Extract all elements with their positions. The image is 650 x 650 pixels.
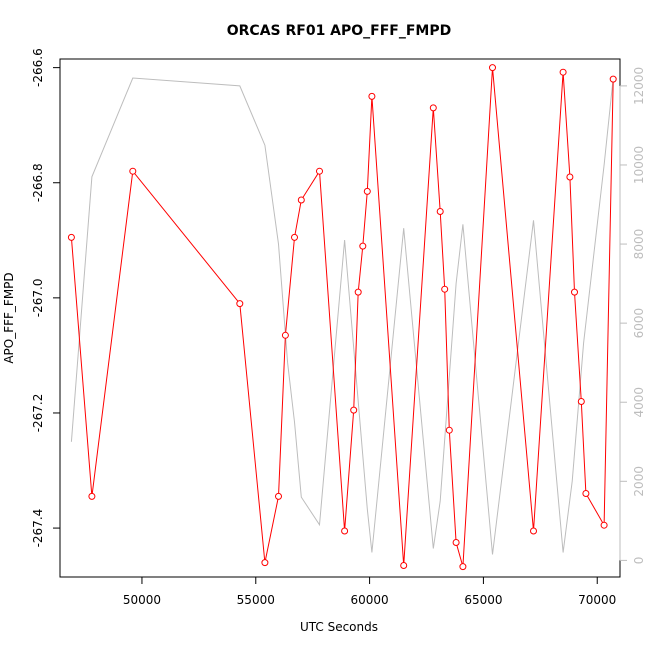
data-point xyxy=(363,187,371,195)
data-point xyxy=(236,300,244,308)
y2-tick-label: 10000 xyxy=(632,146,646,184)
data-point xyxy=(459,563,467,571)
x-axis-label: UTC Seconds xyxy=(300,620,378,634)
series-2-polyline xyxy=(70,77,614,555)
data-point xyxy=(88,492,96,500)
data-point xyxy=(566,173,574,181)
y2-tick-label: 8000 xyxy=(632,229,646,260)
y2-tick-label: 2000 xyxy=(632,466,646,497)
y-tick-label: -267.4 xyxy=(31,509,45,548)
data-point xyxy=(577,398,585,405)
x-tick-label: 50000 xyxy=(123,593,161,607)
y2-tick-label: 6000 xyxy=(632,308,646,339)
x-axis: 50000 55000 60000 65000 70000 xyxy=(123,576,616,607)
data-point xyxy=(354,288,362,296)
data-point xyxy=(609,75,617,83)
x-tick-label: 60000 xyxy=(350,593,388,607)
y-axis-label: APO_FFF_FMPD xyxy=(2,272,16,363)
data-point xyxy=(275,492,282,500)
data-point xyxy=(559,68,567,76)
y2-axis: 0 2000 4000 6000 8000 10000 12000 xyxy=(619,67,646,565)
data-point xyxy=(582,490,590,497)
data-point xyxy=(368,92,376,100)
series-secondary-line xyxy=(70,77,614,555)
y-tick-label: -267.0 xyxy=(31,279,45,318)
data-point xyxy=(400,562,408,569)
series-1-polyline xyxy=(70,67,614,567)
data-point xyxy=(436,208,444,215)
data-point xyxy=(441,285,449,293)
data-point xyxy=(341,527,349,535)
data-point xyxy=(67,233,75,241)
data-point xyxy=(571,288,578,296)
y-tick-label: -266.8 xyxy=(31,163,45,202)
data-point xyxy=(281,331,289,339)
data-point xyxy=(291,233,298,241)
y-tick-label: -267.2 xyxy=(31,394,45,433)
data-point xyxy=(261,559,269,567)
data-point xyxy=(600,521,608,529)
y2-tick-label: 12000 xyxy=(632,67,646,105)
data-point xyxy=(429,104,437,112)
data-point xyxy=(350,406,358,414)
x-tick-label: 70000 xyxy=(578,593,616,607)
data-point xyxy=(129,167,137,175)
series-primary-line xyxy=(70,67,614,567)
data-point xyxy=(359,242,367,250)
data-point xyxy=(489,64,496,72)
y-tick-label: -266.6 xyxy=(31,48,45,87)
data-point xyxy=(297,196,305,204)
x-tick-label: 65000 xyxy=(464,593,502,607)
y-axis: -267.4 -267.2 -267.0 -266.8 -266.6 xyxy=(31,48,61,548)
chart-title: ORCAS RF01 APO_FFF_FMPD xyxy=(227,23,452,39)
data-point xyxy=(452,539,460,546)
data-point xyxy=(530,527,537,535)
series-primary-points xyxy=(67,64,617,571)
x-tick-label: 55000 xyxy=(237,593,275,607)
y2-tick-label: 4000 xyxy=(632,387,646,418)
data-point xyxy=(445,426,453,434)
data-point xyxy=(316,167,323,175)
y2-tick-label: 0 xyxy=(632,557,646,565)
